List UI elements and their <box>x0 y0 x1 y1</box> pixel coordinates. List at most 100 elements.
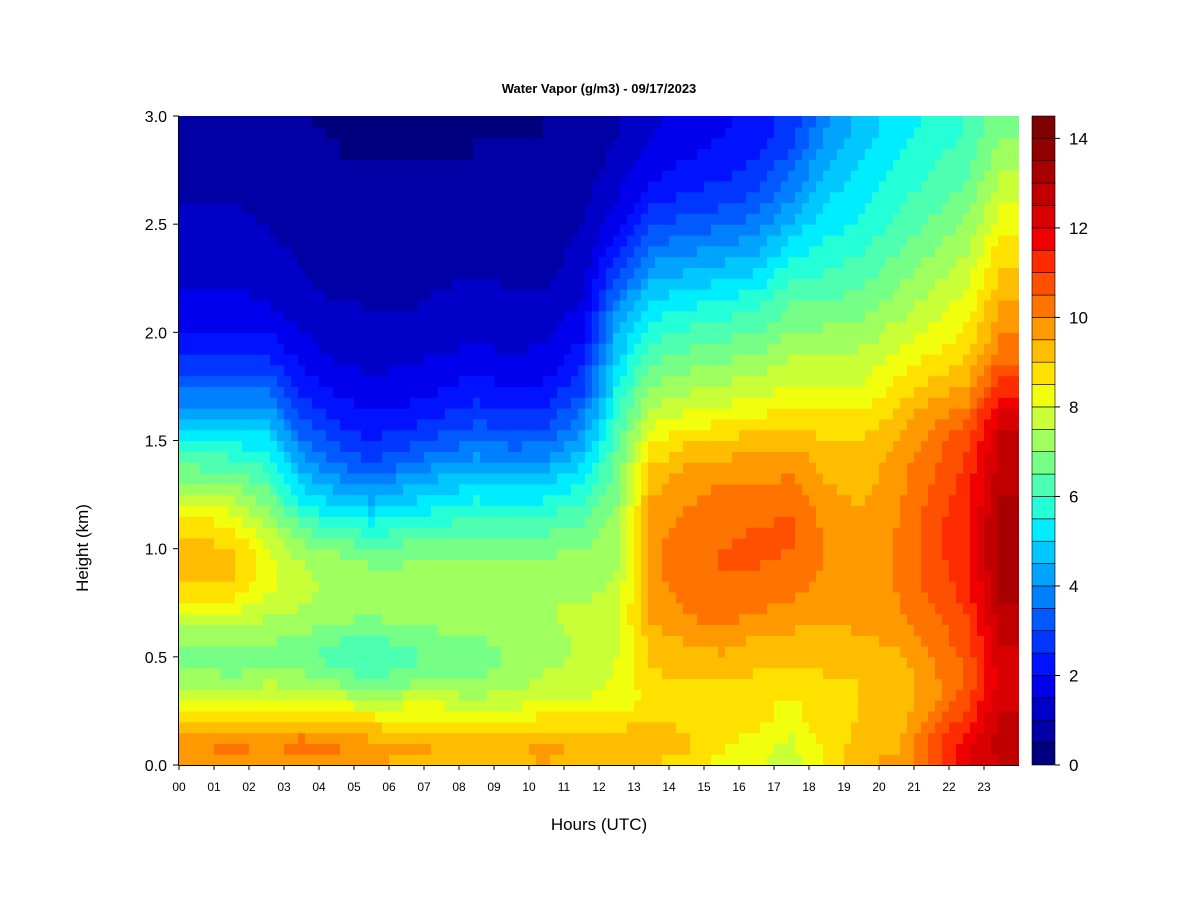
heatmap-cell <box>263 581 271 593</box>
heatmap-cell <box>375 527 383 539</box>
heatmap-cell <box>340 689 348 701</box>
heatmap-cell <box>382 710 390 723</box>
heatmap-cell <box>508 548 516 561</box>
heatmap-cell <box>508 408 516 420</box>
heatmap-cell <box>494 505 502 517</box>
heatmap-cell <box>879 743 887 755</box>
heatmap-cell <box>634 310 642 323</box>
heatmap-cell <box>802 343 810 355</box>
heatmap-cell <box>669 397 677 409</box>
heatmap-cell <box>970 516 978 528</box>
heatmap-cell <box>501 613 509 625</box>
heatmap-cell <box>893 527 901 539</box>
heatmap-cell <box>704 689 712 701</box>
heatmap-cell <box>326 462 334 474</box>
heatmap-cell <box>571 321 579 333</box>
heatmap-cell <box>347 646 355 658</box>
heatmap-cell <box>732 343 740 355</box>
heatmap-cell <box>900 386 908 398</box>
heatmap-cell <box>781 591 789 604</box>
heatmap-cell <box>179 332 187 344</box>
heatmap-cell <box>599 613 607 625</box>
heatmap-cell <box>480 548 488 561</box>
heatmap-cell <box>319 386 327 398</box>
heatmap-cell <box>676 516 684 528</box>
heatmap-cell <box>424 386 432 398</box>
heatmap-cell <box>305 483 313 496</box>
heatmap-cell <box>508 310 516 323</box>
heatmap-cell <box>214 581 222 593</box>
heatmap-cell <box>739 581 747 593</box>
heatmap-cell <box>543 472 551 485</box>
heatmap-cell <box>592 732 600 744</box>
heatmap-cell <box>529 397 537 409</box>
heatmap-cell <box>697 721 705 734</box>
heatmap-cell <box>452 635 460 647</box>
heatmap-cell <box>599 343 607 355</box>
heatmap-cell <box>879 451 887 463</box>
heatmap-cell <box>893 462 901 474</box>
heatmap-cell <box>613 559 621 571</box>
heatmap-cell <box>508 516 516 528</box>
heatmap-cell <box>914 375 922 388</box>
heatmap-cell <box>767 689 775 701</box>
heatmap-cell <box>767 375 775 388</box>
heatmap-cell <box>452 505 460 517</box>
heatmap-cell <box>613 332 621 344</box>
heatmap-cell <box>536 548 544 561</box>
heatmap-cell <box>578 602 586 615</box>
heatmap-cell <box>900 321 908 333</box>
heatmap-cell <box>438 440 446 452</box>
heatmap-cell <box>312 353 320 366</box>
heatmap-cell <box>795 656 803 669</box>
heatmap-cell <box>438 678 446 690</box>
heatmap-cell <box>431 429 439 442</box>
heatmap-cell <box>459 353 467 366</box>
heatmap-cell <box>942 602 950 615</box>
heatmap-cell <box>872 570 880 582</box>
heatmap-cell <box>872 721 880 734</box>
heatmap-cell <box>557 710 565 723</box>
heatmap-cell <box>900 429 908 442</box>
heatmap-cell <box>823 483 831 496</box>
heatmap-cell <box>305 646 313 658</box>
heatmap-cell <box>333 678 341 690</box>
heatmap-cell <box>585 483 593 496</box>
heatmap-cell <box>921 483 929 496</box>
heatmap-cell <box>851 332 859 344</box>
heatmap-cell <box>599 710 607 723</box>
heatmap-cell <box>865 570 873 582</box>
heatmap-cell <box>375 483 383 496</box>
heatmap-cell <box>459 494 467 506</box>
heatmap-cell <box>662 483 670 496</box>
heatmap-cell <box>886 494 894 506</box>
heatmap-cell <box>928 537 936 550</box>
heatmap-cell <box>354 743 362 755</box>
heatmap-cell <box>529 635 537 647</box>
heatmap-cell <box>235 353 243 366</box>
heatmap-cell <box>935 754 943 765</box>
heatmap-cell <box>823 732 831 744</box>
heatmap-cell <box>928 527 936 539</box>
heatmap-cell <box>368 548 376 561</box>
heatmap-cell <box>249 451 257 463</box>
heatmap-cell <box>977 559 985 571</box>
heatmap-cell <box>921 418 929 431</box>
heatmap-cell <box>431 635 439 647</box>
heatmap-cell <box>228 678 236 690</box>
heatmap-cell <box>606 418 614 431</box>
heatmap-cell <box>788 700 796 712</box>
heatmap-cell <box>501 700 509 712</box>
heatmap-cell <box>977 667 985 680</box>
heatmap-cell <box>543 408 551 420</box>
heatmap-cell <box>760 721 768 734</box>
heatmap-cell <box>900 721 908 734</box>
heatmap-cell <box>396 743 404 755</box>
heatmap-cell <box>851 516 859 528</box>
heatmap-cell <box>361 321 369 333</box>
heatmap-cell <box>746 516 754 528</box>
heatmap-cell <box>354 343 362 355</box>
heatmap-cell <box>270 353 278 366</box>
heatmap-cell <box>291 635 299 647</box>
heatmap-cell <box>928 581 936 593</box>
